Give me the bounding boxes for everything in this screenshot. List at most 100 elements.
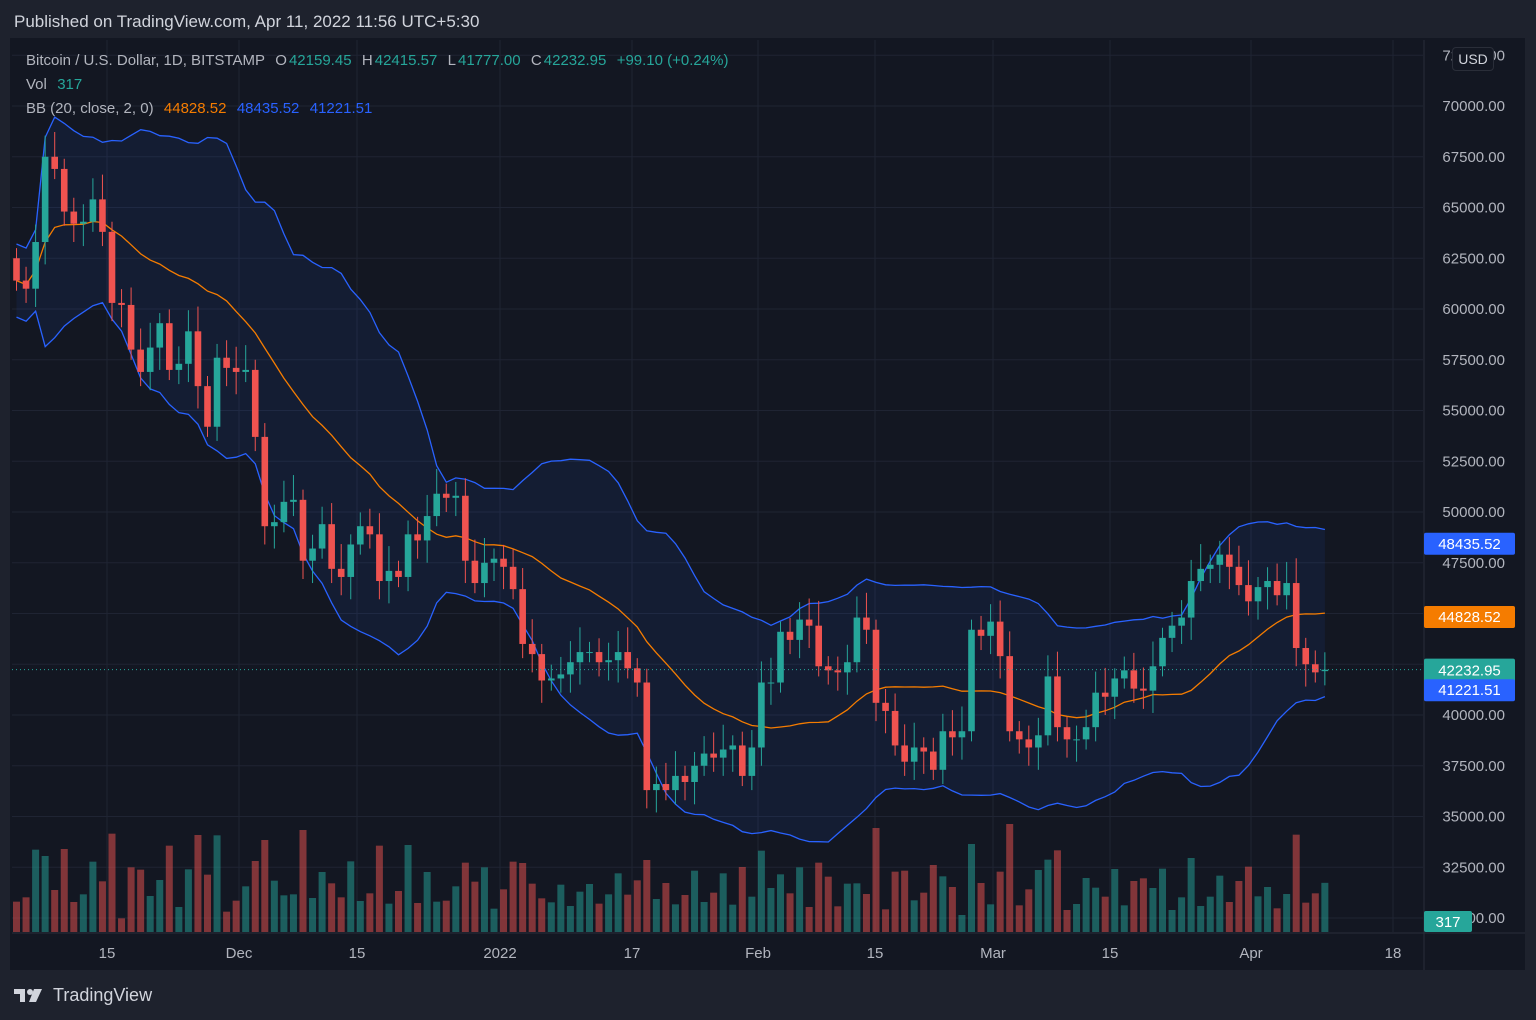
- price-tags: 48435.5244828.5242232.9517:33:0641221.51…: [1424, 532, 1515, 932]
- candle-body: [156, 323, 164, 348]
- volume-bar: [127, 867, 135, 932]
- bollinger-bands: [16, 116, 1326, 843]
- volume-bar: [1254, 896, 1262, 932]
- candle-body: [567, 662, 574, 675]
- candle-body: [232, 367, 240, 372]
- candle-body: [796, 619, 803, 640]
- basis-tag: 44828.52: [1438, 609, 1501, 626]
- volume-bar: [1159, 868, 1166, 932]
- candle-body: [146, 347, 154, 372]
- candle-body: [643, 682, 651, 791]
- lower-band-tag: 41221.51: [1438, 682, 1501, 699]
- candle-body: [633, 668, 641, 683]
- volume-bar: [1187, 858, 1195, 932]
- price-tick-label: 40000.00: [1442, 707, 1505, 724]
- candle-body: [337, 568, 345, 577]
- candle-body: [987, 621, 994, 636]
- candle-body: [1159, 637, 1166, 667]
- lower-band-tag-bg: [1424, 679, 1515, 702]
- candle-body: [805, 619, 813, 626]
- price-axis[interactable]: 72500.0070000.0067500.0065000.0062500.00…: [1423, 40, 1505, 970]
- volume-bar: [1101, 896, 1109, 932]
- currency-label: USD: [1458, 51, 1488, 67]
- volume-bar: [1111, 869, 1119, 932]
- volume-bar: [242, 886, 250, 932]
- candle-body: [777, 631, 784, 683]
- volume-bar: [605, 894, 613, 932]
- candle-body: [1063, 727, 1071, 740]
- volume-bar: [395, 891, 402, 932]
- bb-lower-value: 41221.51: [309, 100, 373, 117]
- candle-body: [51, 156, 58, 169]
- volume-bar: [1302, 902, 1310, 932]
- candle-body: [328, 524, 335, 569]
- volume-bar: [557, 884, 565, 932]
- volume-bar: [337, 897, 345, 932]
- volume-bar: [652, 899, 660, 932]
- candle-body: [175, 363, 183, 370]
- candle-body: [605, 660, 612, 663]
- volume-bar: [70, 902, 78, 932]
- volume-bar: [624, 894, 632, 932]
- volume-bar: [633, 880, 641, 932]
- candle-body: [1073, 739, 1080, 741]
- candle-body: [166, 323, 173, 370]
- volume-bar: [98, 881, 106, 932]
- candle-body: [872, 629, 880, 703]
- high-label: H: [361, 52, 373, 69]
- candle-body: [127, 304, 135, 350]
- volume-bar: [671, 904, 679, 932]
- candles: [13, 131, 1329, 813]
- time-tick-label: Dec: [226, 945, 253, 962]
- candle-body: [204, 386, 211, 427]
- volume-bar: [681, 895, 689, 932]
- currency-button[interactable]: USD: [1452, 47, 1494, 71]
- candle-body: [22, 280, 30, 289]
- volume-bar: [815, 862, 823, 932]
- volume-label[interactable]: Vol: [26, 76, 47, 93]
- candle-body: [1245, 585, 1252, 602]
- candle-body: [1111, 678, 1119, 697]
- candle-body: [1187, 581, 1195, 618]
- time-tick-label: 18: [1385, 945, 1402, 962]
- time-axis[interactable]: 15 Dec 15 2022 17 Feb 15 Mar 15 Apr 18: [12, 932, 1525, 962]
- candle-body: [653, 784, 660, 791]
- candle-body: [519, 589, 526, 644]
- price-tick-label: 67500.00: [1442, 149, 1505, 166]
- candle-body: [672, 775, 679, 791]
- volume-bar: [1311, 893, 1319, 932]
- candle-body: [60, 168, 68, 212]
- candle-body: [614, 652, 622, 661]
- candle-body: [968, 629, 975, 732]
- volume-bar: [1130, 881, 1138, 932]
- price-tick-label: 32500.00: [1442, 859, 1505, 876]
- candle-body: [261, 436, 269, 527]
- price-tick-label: 55000.00: [1442, 403, 1505, 420]
- volume-bar: [862, 894, 870, 932]
- candle-body: [500, 558, 507, 567]
- volume-bar: [872, 828, 880, 932]
- candle-body: [939, 731, 947, 770]
- high-value: 42415.57: [374, 52, 438, 69]
- candle-body: [1025, 739, 1033, 748]
- symbol-title[interactable]: Bitcoin / U.S. Dollar, 1D, BITSTAMP: [26, 52, 265, 69]
- volume-bar: [165, 845, 173, 932]
- volume-bar: [1178, 897, 1186, 932]
- candle-body: [538, 654, 546, 681]
- volume-bar: [538, 898, 546, 932]
- bb-label[interactable]: BB (20, close, 2, 0): [26, 100, 154, 117]
- candle-body: [137, 349, 144, 372]
- bb-basis-line: [16, 220, 1325, 729]
- volume-bar: [1225, 902, 1233, 932]
- footer-brand: TradingView: [53, 984, 153, 1005]
- time-tick-label: 15: [99, 945, 116, 962]
- candle-body: [1101, 692, 1109, 697]
- volume-bar: [108, 833, 116, 932]
- candle-body: [700, 753, 708, 766]
- candle-body: [1254, 587, 1262, 602]
- volume-bar: [318, 872, 326, 932]
- volume-bar: [442, 900, 450, 932]
- volume-bar: [843, 883, 851, 932]
- volume-bar: [490, 908, 498, 932]
